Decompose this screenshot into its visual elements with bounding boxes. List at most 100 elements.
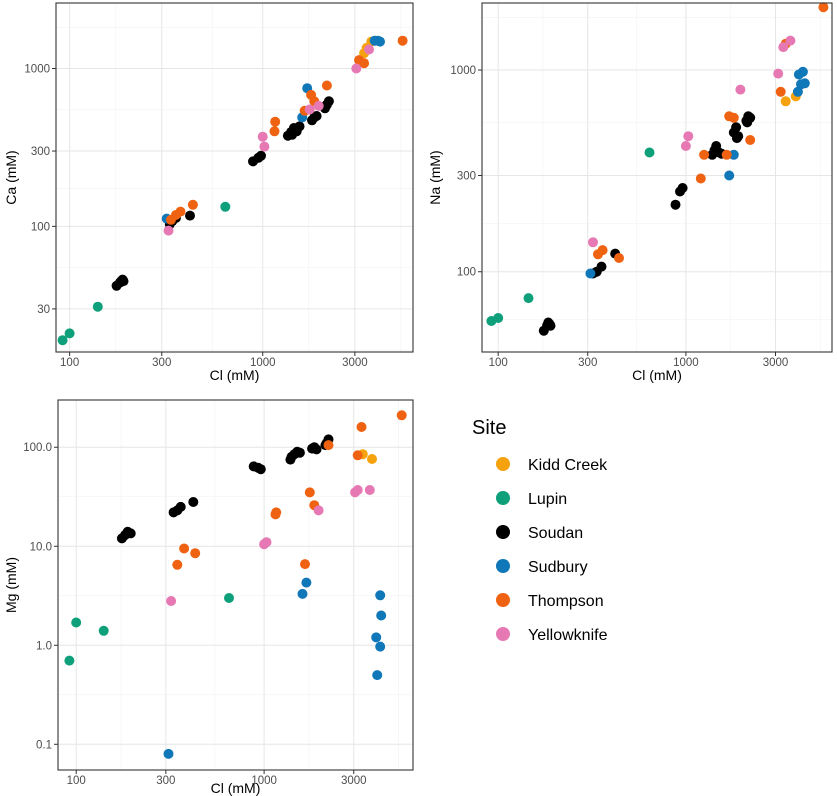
- data-point: [352, 450, 363, 461]
- data-point: [271, 507, 282, 518]
- mg-series-sudbury: [163, 577, 387, 759]
- data-point: [376, 610, 387, 621]
- data-point: [773, 68, 784, 79]
- data-point: [294, 447, 305, 458]
- ca-series-sudbury: [161, 35, 385, 224]
- ca-y-axis-title: Ca (mM): [3, 150, 19, 204]
- data-point: [313, 100, 324, 111]
- data-point: [785, 35, 796, 46]
- data-point: [64, 655, 75, 666]
- data-point: [728, 149, 739, 160]
- data-point: [364, 44, 374, 55]
- data-point: [359, 58, 370, 69]
- y-tick-label: 100: [31, 221, 50, 233]
- data-point: [352, 485, 363, 495]
- y-tick-label: 100.0: [23, 442, 52, 454]
- data-point: [614, 253, 624, 263]
- data-point: [680, 141, 691, 151]
- data-point: [670, 199, 681, 210]
- mg-panel-border: [57, 399, 414, 771]
- data-point: [287, 129, 298, 140]
- y-tick-label: 1000: [450, 65, 476, 77]
- data-point: [728, 112, 739, 123]
- data-point: [118, 276, 129, 287]
- data-point: [375, 590, 386, 601]
- data-point: [375, 641, 386, 652]
- data-point: [731, 133, 742, 144]
- data-point: [396, 410, 407, 421]
- data-point: [735, 84, 746, 95]
- legend-item-lupin: Lupin: [496, 491, 567, 508]
- y-tick-label: 1.0: [36, 640, 52, 652]
- data-point: [778, 42, 789, 53]
- data-point: [179, 543, 190, 554]
- data-point: [523, 293, 534, 304]
- legend-swatch: [496, 627, 510, 641]
- y-tick-label: 100: [457, 267, 476, 279]
- y-tick-label: 10.0: [30, 541, 52, 553]
- ca-series-lupin: [57, 201, 231, 346]
- legend-label: Kidd Creek: [528, 457, 608, 474]
- data-point: [172, 559, 183, 570]
- mg-panel: 100 300 1000 3000 0.1 1.0 10.0 100.0 Cl (mM) Mg (…: [3, 399, 414, 796]
- na-plot-background: [482, 3, 832, 352]
- data-point: [588, 237, 598, 248]
- x-tick-label: 100: [60, 357, 79, 369]
- data-point: [683, 131, 694, 142]
- data-point: [125, 528, 136, 539]
- data-point: [721, 149, 732, 160]
- legend-swatch: [496, 457, 510, 471]
- legend-item-yellowknife: Yellowknife: [496, 627, 608, 644]
- data-point: [190, 548, 201, 559]
- data-point: [695, 173, 706, 184]
- data-point: [597, 245, 608, 256]
- mg-series-yellowknife: [166, 485, 375, 606]
- data-point: [372, 35, 383, 46]
- data-point: [371, 632, 382, 643]
- legend-label: Yellowknife: [528, 627, 608, 644]
- na-series-yellowknife: [588, 35, 796, 248]
- na-x-axis-title: Cl (mM): [632, 367, 682, 383]
- data-point: [269, 126, 280, 137]
- data-point: [163, 225, 174, 236]
- data-point: [397, 35, 408, 46]
- mg-series-lupin: [64, 593, 234, 666]
- y-tick-label: 0.1: [36, 739, 52, 751]
- data-point: [367, 454, 377, 464]
- data-point: [311, 444, 322, 455]
- data-point: [64, 328, 75, 339]
- data-point: [220, 201, 231, 212]
- x-tick-label: 3000: [342, 357, 368, 369]
- data-point: [301, 577, 312, 588]
- data-point: [818, 2, 829, 13]
- ca-series-yellowknife: [163, 44, 374, 236]
- legend-swatch: [496, 559, 510, 573]
- data-point: [745, 135, 756, 145]
- legend-item-soudan: Soudan: [496, 525, 583, 542]
- x-tick-label: 1000: [673, 357, 699, 369]
- data-point: [775, 86, 786, 97]
- data-point: [188, 497, 199, 507]
- data-point: [270, 116, 281, 127]
- data-point: [699, 149, 710, 160]
- x-tick-label: 100: [67, 775, 86, 787]
- data-point: [351, 63, 362, 74]
- data-point: [311, 111, 322, 121]
- data-point: [187, 199, 198, 210]
- data-point: [724, 170, 735, 181]
- data-point: [256, 150, 266, 161]
- mg-x-axis-title: Cl (mM): [211, 780, 261, 796]
- x-tick-label: 300: [156, 775, 175, 787]
- legend-swatch: [496, 491, 510, 505]
- data-point: [175, 206, 186, 217]
- ca-panel-border: [55, 2, 414, 353]
- data-point: [321, 80, 332, 91]
- na-panel-border: [481, 2, 833, 353]
- legend-item-thompson: Thompson: [496, 593, 604, 610]
- data-point: [255, 464, 266, 475]
- data-point: [493, 313, 504, 323]
- data-point: [320, 100, 331, 111]
- data-point: [799, 78, 810, 89]
